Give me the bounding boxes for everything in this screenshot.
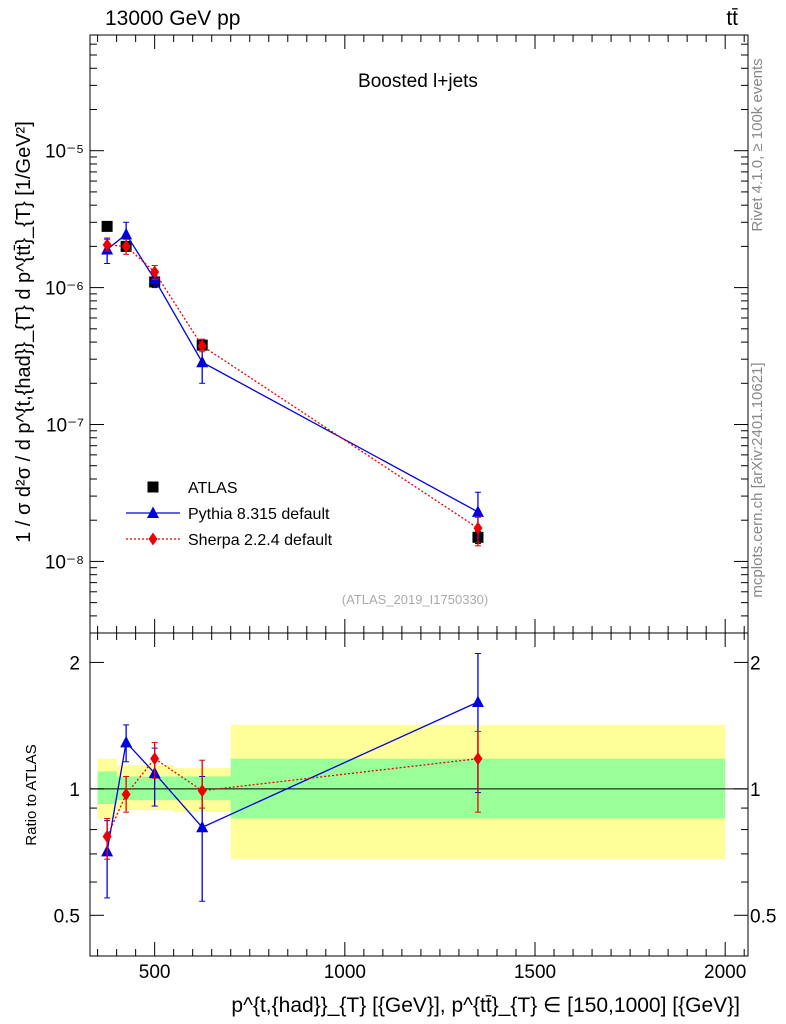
atlas-point (101, 220, 113, 232)
legend-label-pythia: Pythia 8.315 default (188, 506, 330, 523)
sherpa-point (102, 238, 112, 252)
legend-item-atlas: ATLAS (147, 480, 238, 497)
ratio-pythia-point (196, 820, 209, 833)
analysis-watermark: (ATLAS_2019_I1750330) (342, 592, 488, 607)
main-plot-area (101, 220, 484, 547)
legend-label-sherpa: Sherpa 2.2.4 default (188, 532, 333, 549)
legend-item-pythia: Pythia 8.315 default (126, 506, 330, 523)
legend-marker-atlas (147, 481, 159, 493)
legend-item-sherpa: Sherpa 2.2.4 default (126, 532, 333, 549)
pythia-point (196, 355, 209, 368)
ratio-series-sherpa (102, 730, 483, 860)
series-pythia (101, 221, 484, 538)
legend: ATLAS Pythia 8.315 default Sherpa 2.2.4 de… (126, 480, 333, 549)
ratio-y-tick-label-right: 2 (750, 653, 761, 674)
sherpa-point (150, 265, 160, 279)
pythia-point (120, 227, 133, 240)
x-tick-label: 1000 (324, 962, 366, 983)
main-y-tick-label: 10⁻⁸ (45, 552, 84, 573)
ratio-y-tick-label: 1 (69, 780, 80, 801)
x-axis-label: p^{t,{had}}_{T} [{GeV}], p^{tt̄}_{T} ∈ [… (231, 994, 740, 1017)
ratio-y-tick-label-right: 0.5 (750, 906, 776, 927)
uncertainty-band-inner (97, 771, 117, 805)
sherpa-point (121, 239, 131, 253)
ratio-sherpa-point (473, 752, 483, 766)
energy-label: 13000 GeV pp (105, 7, 240, 30)
main-y-tick-label: 10⁻⁵ (45, 142, 84, 163)
ratio-frame (89, 632, 749, 957)
sherpa-line (107, 244, 479, 529)
series-atlas (101, 220, 484, 545)
sherpa-point (473, 521, 483, 535)
process-label: tt̄ (726, 7, 738, 30)
pythia-line (106, 233, 479, 513)
main-panel: 10⁻⁸ 10⁻⁷ 10⁻⁶ 10⁻⁵ Boosted l+jets (ATLAS_2… (13, 34, 749, 634)
ratio-pythia-point (471, 695, 484, 707)
chart-title: Boosted l+jets (358, 71, 478, 92)
mcplots-label: mcplots.cern.ch [arXiv:2401.10621] (749, 362, 766, 597)
ratio-sherpa-point (121, 787, 131, 801)
ratio-y-tick-label: 0.5 (54, 906, 80, 927)
ratio-sherpa-line (106, 757, 479, 837)
rivet-version-label: Rivet 4.1.0, ≥ 100k events (749, 58, 766, 231)
ratio-y-tick-label: 2 (69, 653, 80, 674)
ratio-sherpa-point (150, 752, 160, 766)
x-tick-label: 1500 (514, 962, 556, 983)
main-y-tick-label: 10⁻⁷ (46, 416, 84, 437)
main-y-axis-label: 1 / σ d²σ / d p^{t,{had}}_{T} d p^{tt̄}_… (13, 121, 35, 543)
ratio-sherpa-point (197, 784, 207, 798)
ratio-panel: 0.5 0.5 1 1 2 2 500 1000 1500 2000 Ratio to ATLAS… (23, 632, 776, 1017)
legend-label-atlas: ATLAS (188, 480, 238, 497)
legend-marker-pythia (147, 506, 159, 518)
legend-marker-sherpa (148, 532, 158, 546)
ratio-y-axis-label: Ratio to ATLAS (23, 744, 40, 845)
ratio-axes: 0.5 0.5 1 1 2 2 500 1000 1500 2000 (54, 633, 776, 983)
ratio-sherpa-point (102, 830, 112, 844)
ratio-plot-area (90, 653, 748, 902)
main-y-tick-label: 10⁻⁶ (45, 279, 84, 300)
x-tick-label: 500 (139, 962, 171, 983)
ratio-y-tick-label-right: 1 (750, 780, 761, 801)
pythia-point (471, 505, 484, 517)
x-tick-label: 2000 (704, 962, 746, 983)
series-sherpa (102, 238, 483, 547)
main-axes: 10⁻⁸ 10⁻⁷ 10⁻⁶ 10⁻⁵ (45, 35, 748, 634)
sherpa-point (197, 339, 207, 353)
ratio-pythia-point (120, 735, 133, 748)
